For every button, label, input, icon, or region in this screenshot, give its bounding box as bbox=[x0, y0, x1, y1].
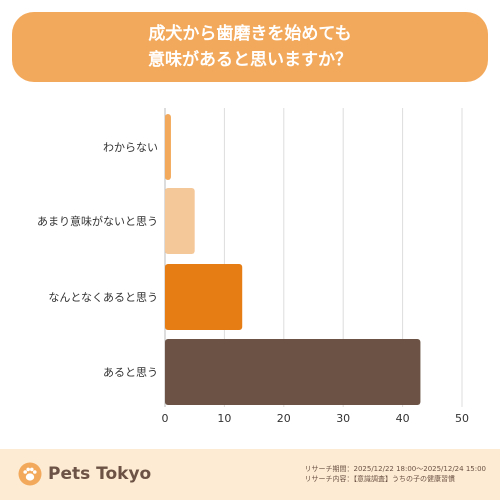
bar-chart: 0 10 20 30 40 50 わからないあまり意味がないと思うなんとなくあると思うあると… bbox=[37, 108, 469, 425]
title-line-2: 意味があると思いますか？ bbox=[148, 50, 352, 70]
bar bbox=[165, 114, 171, 180]
research-meta: リサーチ期間：2025/12/22 18:00～2025/12/24 15:00… bbox=[305, 464, 487, 484]
x-tick-label: 0 bbox=[162, 412, 169, 425]
x-tick-label: 40 bbox=[396, 412, 410, 425]
category-label: あまり意味がないと思う bbox=[37, 214, 158, 228]
bar bbox=[165, 339, 421, 405]
paw-icon bbox=[18, 462, 42, 486]
bar bbox=[165, 188, 195, 254]
title-line-1: 成犬から歯磨きを始めても bbox=[148, 24, 352, 44]
brand-logo: Pets Tokyo bbox=[18, 462, 151, 486]
x-tick-label: 20 bbox=[277, 412, 291, 425]
footer: Pets Tokyo リサーチ期間：2025/12/22 18:00～2025/… bbox=[0, 449, 500, 500]
x-tick-label: 30 bbox=[336, 412, 350, 425]
research-content: リサーチ内容：【意識調査】うちの子の健康習慣 bbox=[304, 475, 456, 483]
category-label: わからない bbox=[103, 141, 158, 154]
category-label: なんとなくあると思う bbox=[48, 291, 158, 304]
x-tick-label: 50 bbox=[455, 412, 469, 425]
research-period: リサーチ期間：2025/12/22 18:00～2025/12/24 15:00 bbox=[304, 465, 487, 473]
x-tick-label: 10 bbox=[217, 412, 231, 425]
brand-name: Pets Tokyo bbox=[48, 464, 152, 484]
category-label: あると思う bbox=[103, 366, 158, 379]
bar bbox=[165, 264, 243, 330]
title-banner: 成犬から歯磨きを始めても 意味があると思いますか？ bbox=[12, 12, 488, 82]
